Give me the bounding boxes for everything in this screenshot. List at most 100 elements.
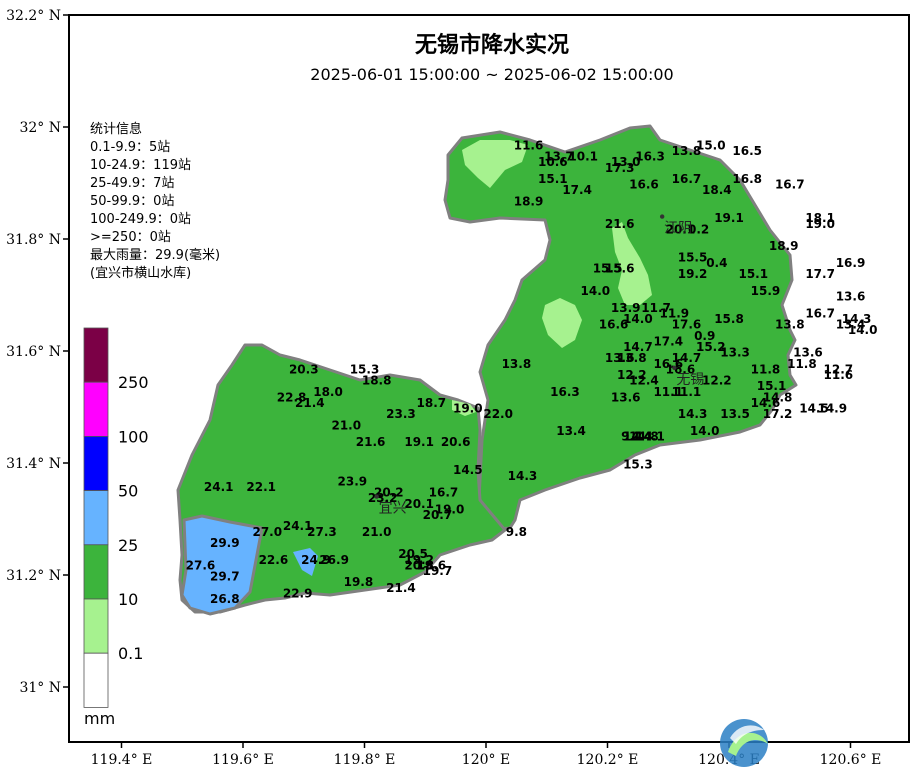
- station-value: 14.0: [581, 284, 611, 298]
- station-value: 23.9: [338, 474, 368, 488]
- legend-label: 10: [118, 590, 138, 609]
- map-title: 无锡市降水实况: [415, 32, 569, 58]
- station-value: 17.3: [605, 161, 635, 175]
- legend-swatch: [83, 652, 109, 708]
- station-value: 18.9: [769, 239, 799, 253]
- station-value: 19.0: [805, 217, 835, 231]
- station-value: 16.7: [805, 306, 835, 320]
- x-tick-label: 120.6° E: [820, 752, 882, 768]
- y-tick-label: 31.4° N: [6, 456, 61, 472]
- legend-swatch: [83, 490, 109, 546]
- city-label: 江阴: [664, 221, 692, 237]
- x-tick-label: 119.6° E: [212, 752, 274, 768]
- station-value: 16.3: [550, 385, 580, 399]
- station-value: 27.3: [307, 525, 337, 539]
- station-value: 15.1: [538, 172, 568, 186]
- legend-swatch: [83, 544, 109, 600]
- station-value: 13.5: [720, 407, 750, 421]
- station-value: 24.1: [283, 519, 313, 533]
- station-value: 13.4: [556, 424, 586, 438]
- station-value: 10.1: [568, 150, 598, 164]
- station-value: 20.6: [441, 435, 471, 449]
- station-value: 16.8: [732, 172, 762, 186]
- legend-label: 250: [118, 373, 149, 392]
- station-value: 13.8: [672, 144, 702, 158]
- station-value: 24.1: [204, 480, 234, 494]
- light-rain-patch: [542, 298, 582, 348]
- station-value: 16.3: [635, 150, 665, 164]
- station-value: 14.7: [672, 351, 702, 365]
- station-value: 13.6: [793, 346, 823, 360]
- station-value: 17.2: [763, 407, 793, 421]
- y-tick-label: 31.2° N: [6, 568, 61, 584]
- station-value: 15.1: [757, 379, 787, 393]
- station-value: 13.6: [836, 290, 866, 304]
- station-value: 18.1: [805, 211, 835, 225]
- station-value: 15.6: [605, 262, 635, 276]
- station-value: 29.7: [210, 570, 240, 584]
- station-value: 16.6: [666, 362, 696, 376]
- station-value: 14.4: [623, 430, 653, 444]
- weather-logo: [720, 719, 768, 767]
- station-value: 16.6: [629, 178, 659, 192]
- station-value: 14.3: [678, 407, 708, 421]
- station-value: 11.1: [672, 385, 702, 399]
- station-value: 16.7: [672, 172, 702, 186]
- station-value: 19.0: [453, 402, 483, 416]
- station-value: 13.9: [611, 301, 641, 315]
- legend-label: 0.1: [118, 644, 143, 663]
- city-marker: [374, 494, 379, 499]
- y-tick-label: 32.2° N: [6, 8, 61, 24]
- station-value: 13.6: [605, 351, 635, 365]
- station-value: 16.7: [775, 178, 805, 192]
- station-value: 16.6: [599, 318, 629, 332]
- stats-line: 25-49.9：7站: [90, 176, 174, 191]
- stats-panel: 统计信息 0.1-9.9：5站 10-24.9：119站 25-49.9：7站 …: [90, 121, 220, 281]
- station-value: 15.3: [623, 458, 653, 472]
- station-value: 14.0: [623, 312, 653, 326]
- legend-swatch: [83, 327, 109, 383]
- station-value: 13.0: [611, 155, 641, 169]
- x-tick-label: 119.8° E: [334, 752, 396, 768]
- station-value: 10.6: [538, 155, 568, 169]
- station-value: 20.7: [423, 508, 453, 522]
- station-value: 18.4: [702, 183, 732, 197]
- station-value: 15.1: [738, 267, 768, 281]
- y-tick-label: 31.6° N: [6, 344, 61, 360]
- station-value: 19.2: [404, 553, 434, 567]
- station-value: 18.7: [417, 396, 447, 410]
- station-value: 26.8: [210, 592, 240, 606]
- station-value: 16.7: [429, 486, 459, 500]
- station-value: 11.8: [787, 357, 817, 371]
- stats-line: 50-99.9：0站: [90, 194, 174, 209]
- y-tick-label: 32° N: [19, 120, 61, 136]
- station-value: 11.6: [824, 368, 854, 382]
- station-value: 15.5: [678, 250, 708, 264]
- station-value: 12.2: [617, 368, 647, 382]
- station-value: 14.5: [453, 463, 483, 477]
- station-value: 17.7: [805, 267, 835, 281]
- station-value: 21.4: [386, 581, 416, 595]
- station-value: 13.3: [720, 346, 750, 360]
- station-value: 21.6: [605, 217, 635, 231]
- station-value: 16.9: [836, 256, 866, 270]
- y-axis: 32.2° N 32° N 31.8° N 31.6° N 31.4° N 31.2° N…: [6, 8, 69, 696]
- station-value: 9.8: [506, 525, 527, 539]
- city-marker: [672, 365, 677, 370]
- station-value: 16.5: [732, 144, 762, 158]
- station-value: 18.0: [313, 385, 343, 399]
- station-value: 21.6: [356, 435, 386, 449]
- station-value: 22.9: [283, 586, 313, 600]
- station-value: 17.6: [672, 318, 702, 332]
- station-value: 20.2: [374, 486, 404, 500]
- stats-line: 100-249.9：0站: [90, 212, 191, 227]
- station-value: 14.7: [623, 340, 653, 354]
- station-value: 20.5: [398, 547, 428, 561]
- station-value: 14.5: [799, 402, 829, 416]
- light-rain-patch: [452, 400, 476, 416]
- stats-line: 10-24.9：119站: [90, 158, 191, 173]
- station-value: 17.4: [562, 183, 592, 197]
- station-value: 13.8: [775, 318, 805, 332]
- station-value: 14.0: [848, 323, 878, 337]
